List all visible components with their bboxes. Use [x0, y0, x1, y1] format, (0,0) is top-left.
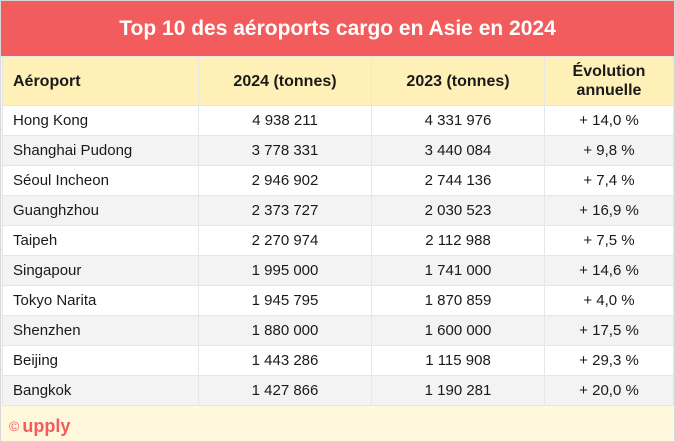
table-row: Tokyo Narita 1 945 795 1 870 859 + 4,0 % [2, 285, 674, 316]
cell-2023: 2 744 136 [371, 165, 545, 196]
cell-change: + 4,0 % [544, 285, 674, 316]
cell-2023: 2 112 988 [371, 225, 545, 256]
cell-airport: Shenzhen [2, 315, 199, 346]
cell-2023: 4 331 976 [371, 105, 545, 136]
cell-2023: 1 115 908 [371, 345, 545, 376]
header-2023: 2023 (tonnes) [371, 56, 545, 106]
table-row: Bangkok 1 427 866 1 190 281 + 20,0 % [2, 375, 674, 406]
cell-2024: 1 443 286 [198, 345, 372, 376]
copyright-symbol: © [9, 418, 20, 434]
table-row: Hong Kong 4 938 211 4 331 976 + 14,0 % [2, 105, 674, 136]
chart-title-bar: Top 10 des aéroports cargo en Asie en 20… [1, 1, 674, 56]
cell-2023: 1 600 000 [371, 315, 545, 346]
brand-name: upply [22, 415, 71, 436]
cell-airport: Séoul Incheon [2, 165, 199, 196]
cell-2024: 4 938 211 [198, 105, 372, 136]
table-row: Shanghai Pudong 3 778 331 3 440 084 + 9,8 % [2, 135, 674, 166]
cell-2024: 1 427 866 [198, 375, 372, 406]
cell-change: + 9,8 % [544, 135, 674, 166]
cell-2024: 1 945 795 [198, 285, 372, 316]
header-2024: 2024 (tonnes) [198, 56, 372, 106]
table-row: Taipeh 2 270 974 2 112 988 + 7,5 % [2, 225, 674, 256]
cell-airport: Guanghzhou [2, 195, 199, 226]
cell-change: + 16,9 % [544, 195, 674, 226]
cell-2023: 2 030 523 [371, 195, 545, 226]
cell-airport: Taipeh [2, 225, 199, 256]
cell-airport: Shanghai Pudong [2, 135, 199, 166]
cell-2024: 1 880 000 [198, 315, 372, 346]
cell-2024: 2 270 974 [198, 225, 372, 256]
table-body: Hong Kong 4 938 211 4 331 976 + 14,0 % Shang… [2, 105, 674, 406]
footer: © upply [1, 411, 674, 441]
header-change: Évolution annuelle [544, 56, 674, 106]
cell-2024: 2 373 727 [198, 195, 372, 226]
cell-2024: 3 778 331 [198, 135, 372, 166]
chart-title: Top 10 des aéroports cargo en Asie en 20… [119, 16, 556, 40]
cell-change: + 7,4 % [544, 165, 674, 196]
cell-airport: Tokyo Narita [2, 285, 199, 316]
header-airport: Aéroport [2, 56, 199, 106]
cell-change: + 29,3 % [544, 345, 674, 376]
cell-2023: 3 440 084 [371, 135, 545, 166]
table-header-row: Aéroport 2024 (tonnes) 2023 (tonnes) Évo… [2, 56, 674, 106]
cell-change: + 14,6 % [544, 255, 674, 286]
cell-change: + 17,5 % [544, 315, 674, 346]
cell-airport: Beijing [2, 345, 199, 376]
cell-change: + 14,0 % [544, 105, 674, 136]
table-row: Singapour 1 995 000 1 741 000 + 14,6 % [2, 255, 674, 286]
upply-logo: © upply [9, 416, 70, 437]
cell-2024: 2 946 902 [198, 165, 372, 196]
cell-airport: Singapour [2, 255, 199, 286]
cell-2023: 1 870 859 [371, 285, 545, 316]
table-row: Séoul Incheon 2 946 902 2 744 136 + 7,4 % [2, 165, 674, 196]
cell-change: + 7,5 % [544, 225, 674, 256]
cell-2023: 1 741 000 [371, 255, 545, 286]
header-change-line2: annuelle [576, 82, 642, 99]
cell-airport: Bangkok [2, 375, 199, 406]
cell-2023: 1 190 281 [371, 375, 545, 406]
cell-2024: 1 995 000 [198, 255, 372, 286]
table-row: Shenzhen 1 880 000 1 600 000 + 17,5 % [2, 315, 674, 346]
airport-table: Aéroport 2024 (tonnes) 2023 (tonnes) Évo… [2, 56, 674, 406]
cell-change: + 20,0 % [544, 375, 674, 406]
header-change-line1: Évolution [572, 63, 646, 80]
table-row: Guanghzhou 2 373 727 2 030 523 + 16,9 % [2, 195, 674, 226]
cell-airport: Hong Kong [2, 105, 199, 136]
table-row: Beijing 1 443 286 1 115 908 + 29,3 % [2, 345, 674, 376]
